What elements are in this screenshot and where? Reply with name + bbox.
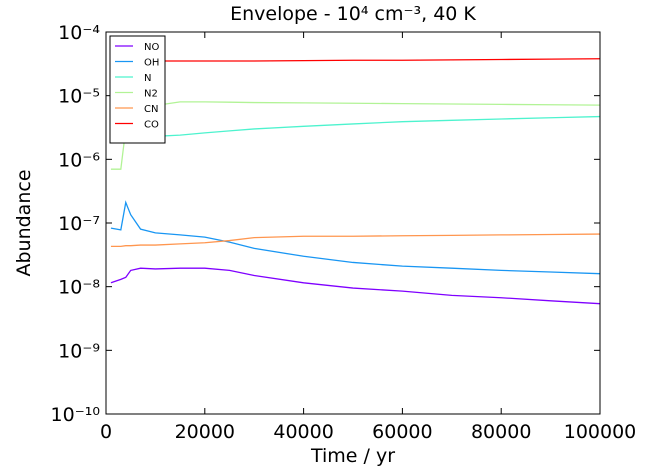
y-tick-label: 10⁻⁶	[58, 149, 100, 171]
series-line	[110, 233, 601, 247]
plot-frame	[105, 31, 601, 415]
y-tick-label: 10⁻⁴	[58, 22, 100, 44]
legend-box	[109, 35, 166, 144]
x-tick-label: 80000	[471, 421, 531, 443]
x-tick-label: 0	[100, 421, 112, 443]
y-tick-label: 10⁻¹⁰	[51, 404, 100, 426]
legend-label: CO	[144, 120, 159, 131]
y-tick-label: 10⁻⁸	[58, 277, 100, 299]
x-tick-label: 60000	[372, 421, 432, 443]
series-line	[110, 115, 601, 141]
legend-label: OH	[144, 58, 159, 69]
legend-label: N	[144, 73, 151, 84]
chart-title: Envelope - 10⁴ cm⁻³, 40 K	[230, 3, 476, 25]
y-tick-label: 10⁻⁷	[58, 213, 100, 235]
x-tick-label: 40000	[273, 421, 333, 443]
series-line	[110, 267, 601, 305]
x-tick-label: 100000	[564, 421, 637, 443]
x-axis-label: Time / yr	[310, 445, 395, 467]
legend-label: N2	[144, 89, 158, 100]
y-tick-label: 10⁻⁵	[58, 86, 100, 108]
legend-label: CN	[144, 104, 158, 115]
x-tick-label: 20000	[175, 421, 235, 443]
y-tick-label: 10⁻⁹	[58, 340, 100, 362]
legend-label: NO	[144, 42, 159, 53]
series-line	[110, 58, 601, 62]
series-line	[110, 200, 601, 275]
y-axis-label: Abundance	[13, 169, 35, 276]
series-line	[110, 101, 601, 170]
